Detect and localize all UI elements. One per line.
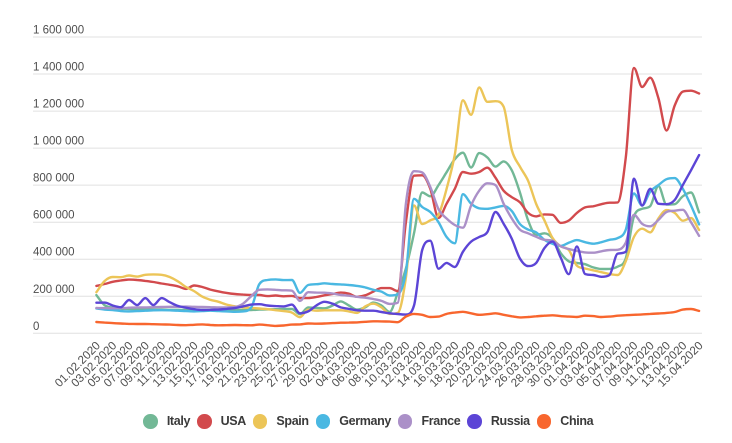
svg-text:1 600 000: 1 600 000 (33, 25, 84, 37)
svg-text:1 400 000: 1 400 000 (33, 62, 84, 74)
svg-text:600 000: 600 000 (33, 210, 75, 222)
svg-text:800 000: 800 000 (33, 173, 75, 185)
svg-text:1 000 000: 1 000 000 (33, 136, 84, 148)
svg-text:200 000: 200 000 (33, 284, 75, 296)
svg-text:400 000: 400 000 (33, 247, 75, 259)
svg-text:0: 0 (33, 321, 39, 333)
svg-text:1 200 000: 1 200 000 (33, 99, 84, 111)
